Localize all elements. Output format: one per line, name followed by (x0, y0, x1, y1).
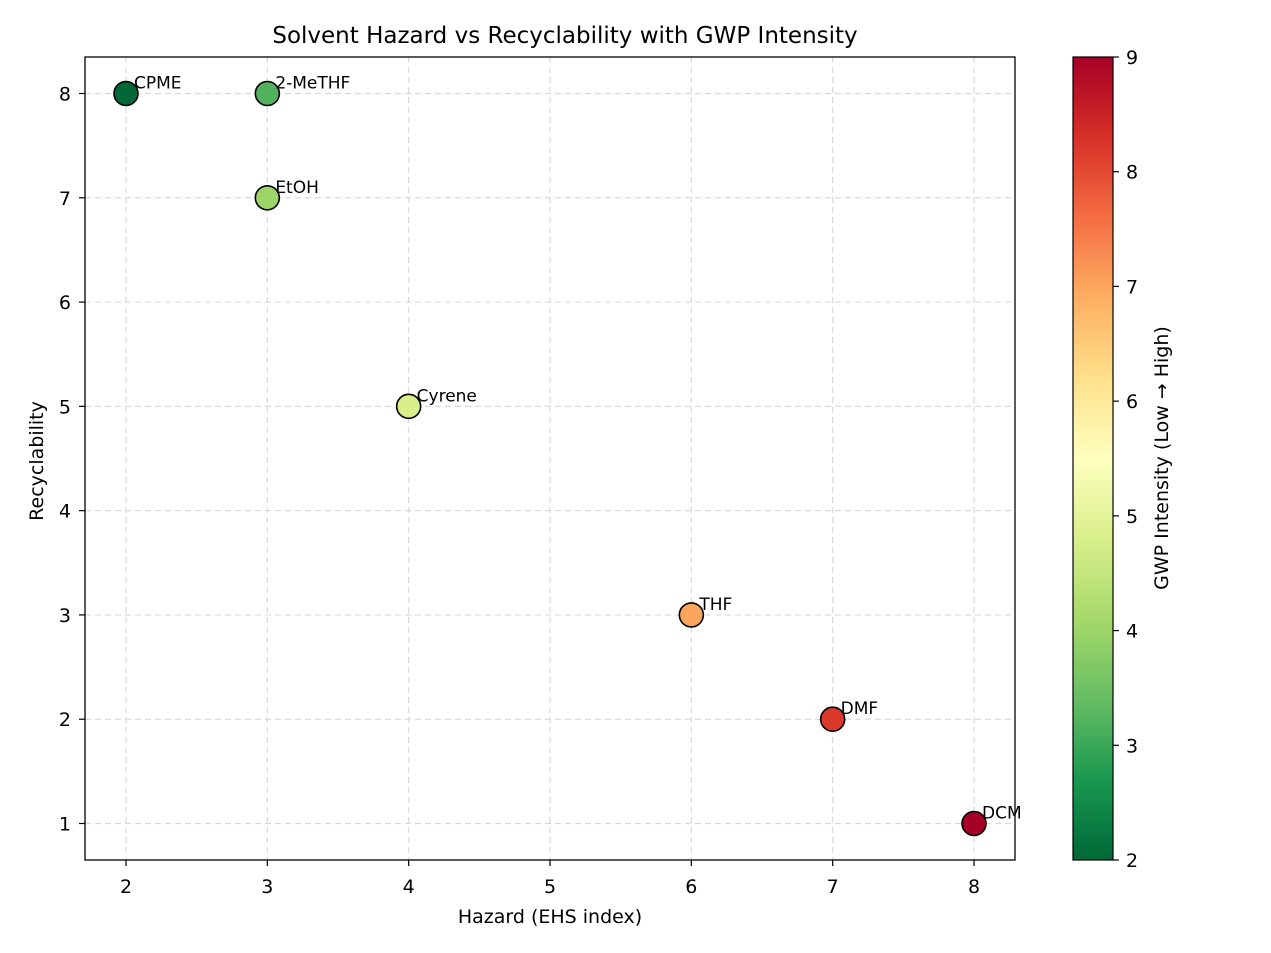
point-label: CPME (134, 74, 182, 94)
y-tick-label: 3 (59, 605, 71, 627)
data-point (254, 80, 281, 107)
x-tick-label: 2 (120, 876, 132, 898)
colorbar-tick-label: 4 (1126, 621, 1138, 643)
data-point (678, 602, 705, 628)
point-label: DCM (982, 804, 1022, 824)
colorbar (1072, 56, 1114, 861)
x-axis-ticks: 2 3 4 5 6 7 8 (120, 860, 980, 898)
y-axis-label: Recyclability (26, 401, 48, 521)
colorbar-tick-label: 8 (1126, 162, 1138, 184)
data-point (254, 184, 281, 211)
point-label: 2-MeTHF (275, 74, 350, 94)
point-labels: CPME 2-MeTHF EtOH Cyrene THF DMF DCM (134, 74, 1022, 824)
grid (85, 57, 1015, 860)
y-tick-label: 8 (59, 84, 71, 106)
y-axis-ticks: 1 2 3 4 5 6 7 8 (59, 84, 85, 836)
data-point (819, 706, 846, 733)
x-tick-label: 3 (261, 876, 273, 898)
chart-title: Solvent Hazard vs Recyclability with GWP… (272, 23, 857, 49)
y-tick-label: 1 (59, 814, 71, 836)
point-label: EtOH (275, 178, 319, 198)
colorbar-ticks: 2 3 4 5 6 7 8 9 (1113, 47, 1138, 872)
y-tick-label: 5 (59, 396, 71, 418)
data-point (395, 393, 422, 420)
colorbar-tick-label: 2 (1126, 850, 1138, 872)
y-tick-label: 4 (59, 501, 71, 523)
y-tick-label: 2 (59, 709, 71, 731)
data-point (113, 80, 139, 107)
data-points (113, 80, 987, 837)
x-tick-label: 7 (827, 876, 839, 898)
point-label: THF (698, 595, 732, 615)
colorbar-tick-label: 6 (1126, 391, 1138, 413)
point-label: Cyrene (417, 386, 477, 406)
colorbar-tick-label: 7 (1126, 276, 1138, 298)
x-tick-label: 6 (685, 876, 697, 898)
colorbar-tick-label: 9 (1126, 47, 1138, 69)
y-tick-label: 7 (59, 188, 71, 210)
x-tick-label: 4 (403, 876, 415, 898)
colorbar-tick-label: 5 (1126, 506, 1138, 528)
point-label: DMF (841, 699, 879, 719)
colorbar-label: GWP Intensity (Low → High) (1151, 326, 1173, 590)
x-tick-label: 5 (544, 876, 556, 898)
colorbar-tick-label: 3 (1126, 735, 1138, 757)
x-axis-label: Hazard (EHS index) (458, 906, 642, 928)
x-tick-label: 8 (968, 876, 980, 898)
data-point (961, 810, 987, 837)
y-tick-label: 6 (59, 292, 71, 314)
